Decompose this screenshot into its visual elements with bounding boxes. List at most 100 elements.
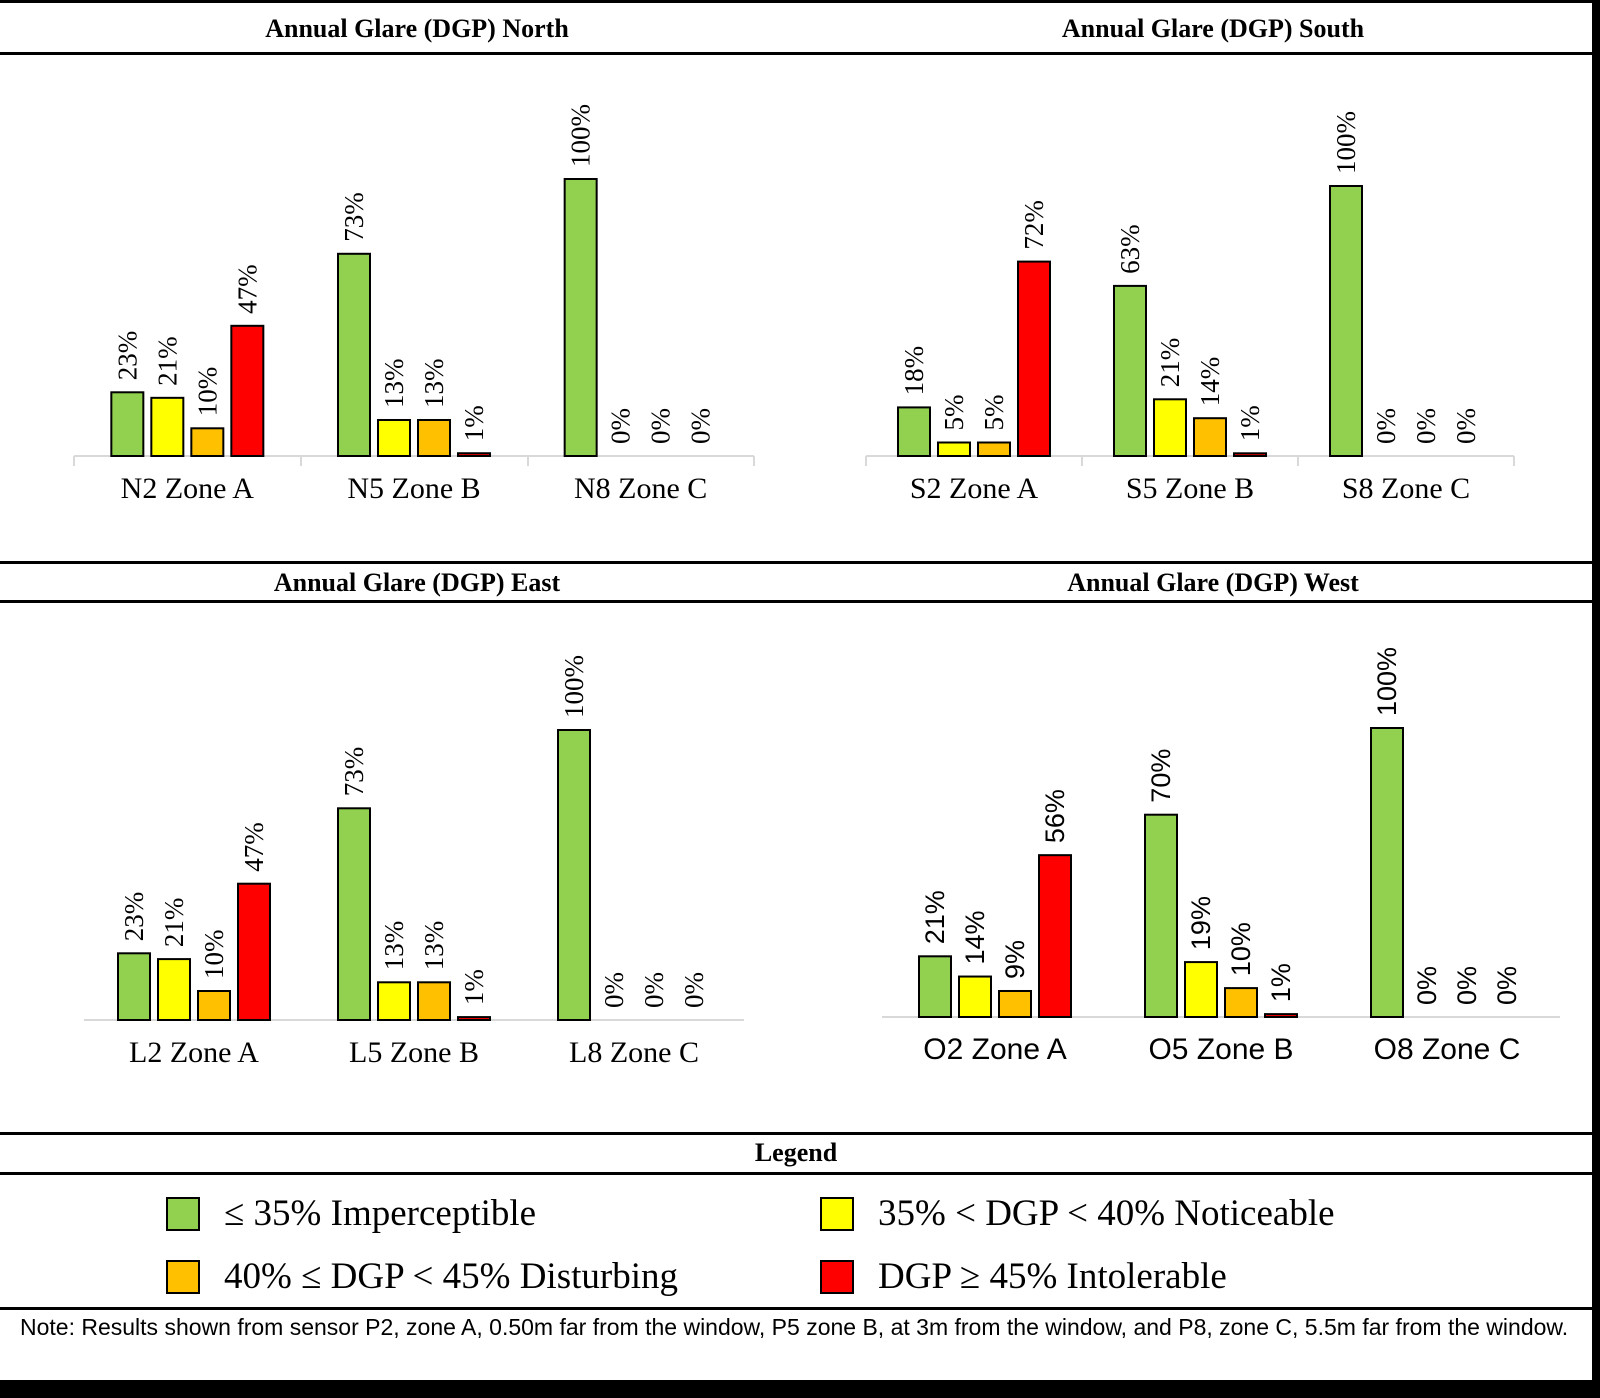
- data-label: 73%: [339, 192, 369, 242]
- legend-label: DGP ≥ 45% Intolerable: [878, 1256, 1227, 1297]
- data-label: 0%: [646, 408, 676, 444]
- bar: [897, 406, 931, 457]
- x-tick-label: S5 Zone B: [1126, 472, 1254, 505]
- data-label: 5%: [979, 395, 1009, 431]
- x-tick-label: S2 Zone A: [910, 472, 1039, 505]
- chart-title-east: Annual Glare (DGP) East: [273, 568, 561, 597]
- bar: [337, 252, 371, 457]
- legend-title: Legend: [754, 1138, 838, 1167]
- divider: [0, 1132, 1600, 1135]
- top-border: [0, 0, 1600, 3]
- bar: [1329, 185, 1363, 457]
- bar: [1193, 417, 1227, 458]
- x-tick-label: O8 Zone C: [1374, 1033, 1521, 1066]
- data-label: 0%: [1411, 408, 1441, 444]
- data-label: 10%: [199, 930, 229, 980]
- legend-item-noticeable: 35% < DGP < 40% Noticeable: [820, 1192, 1335, 1235]
- x-tick-label: L2 Zone A: [129, 1036, 259, 1069]
- x-tick-label: L5 Zone B: [349, 1036, 479, 1069]
- bar: [1370, 727, 1404, 1018]
- legend-label: ≤ 35% Imperceptible: [224, 1193, 537, 1234]
- bar: [1264, 1013, 1298, 1018]
- data-label: 0%: [1451, 408, 1481, 444]
- right-border: [1592, 0, 1600, 1398]
- data-label: 1%: [459, 969, 489, 1005]
- divider: [0, 600, 1600, 603]
- x-tick-label: N8 Zone C: [574, 472, 707, 505]
- data-label: 0%: [679, 972, 709, 1008]
- x-tick-label: S8 Zone C: [1342, 472, 1470, 505]
- bar: [337, 807, 371, 1021]
- bottom-border: [0, 1380, 1600, 1398]
- bar: [977, 441, 1011, 457]
- legend-label: 40% ≤ DGP < 45% Disturbing: [224, 1256, 678, 1297]
- data-label: 0%: [1371, 408, 1401, 444]
- data-label: 5%: [939, 395, 969, 431]
- legend-item-imperceptible: ≤ 35% Imperceptible: [166, 1192, 536, 1235]
- data-label: 18%: [899, 346, 929, 396]
- data-label: 1%: [1235, 405, 1265, 441]
- data-label: 1%: [1266, 963, 1296, 1002]
- divider: [0, 1172, 1600, 1175]
- data-label: 13%: [419, 358, 449, 408]
- bar: [237, 882, 271, 1022]
- legend-swatch-green: [166, 1196, 200, 1231]
- data-label: 19%: [1186, 896, 1216, 950]
- data-label: 0%: [1492, 966, 1522, 1005]
- legend-swatch-red: [820, 1259, 854, 1294]
- legend-swatch-orange: [166, 1259, 200, 1294]
- data-label: 0%: [1452, 966, 1482, 1005]
- data-label: 47%: [232, 264, 262, 314]
- bar: [998, 989, 1032, 1018]
- bar: [937, 441, 971, 457]
- bar: [918, 955, 952, 1018]
- data-label: 56%: [1040, 789, 1070, 843]
- footnote: Note: Results shown from sensor P2, zone…: [20, 1314, 1569, 1340]
- divider: [0, 52, 1600, 55]
- bar: [1144, 813, 1178, 1018]
- chart-west: 21% 14% 9% 56% O2 Zone A 70% 19% 10% 1% O5 Zone B…: [882, 647, 1560, 1066]
- data-label: 100%: [1331, 111, 1361, 174]
- chart-east: 23% 21% 10% 47% L2 Zone A 73% 13% 13% 1% L5 Zone …: [84, 655, 744, 1069]
- data-label: 47%: [239, 822, 269, 872]
- bar: [417, 981, 451, 1021]
- data-label: 0%: [1412, 966, 1442, 1005]
- data-label: 10%: [1226, 922, 1256, 976]
- data-label: 73%: [339, 747, 369, 797]
- chart-title-south: Annual Glare (DGP) South: [1061, 14, 1365, 43]
- x-tick-label: O2 Zone A: [923, 1033, 1066, 1066]
- data-label: 14%: [960, 910, 990, 964]
- data-label: 100%: [559, 655, 589, 718]
- data-label: 13%: [379, 358, 409, 408]
- bar: [1113, 284, 1147, 457]
- data-label: 23%: [112, 331, 142, 381]
- bar: [190, 427, 225, 457]
- data-label: 13%: [419, 921, 449, 971]
- bar: [958, 975, 992, 1019]
- bar: [157, 958, 191, 1022]
- chart-title-north: Annual Glare (DGP) North: [265, 14, 569, 43]
- bar: [1153, 398, 1187, 457]
- chart-title-west: Annual Glare (DGP) West: [1067, 568, 1359, 597]
- bar: [377, 981, 411, 1021]
- data-label: 21%: [920, 890, 950, 944]
- bar: [230, 324, 265, 457]
- x-tick-label: N2 Zone A: [121, 472, 255, 505]
- bar: [417, 418, 451, 457]
- chart-north: 23% 21% 10% 47% N2 Zone A 73% 13% 13% 1% N5 Zone …: [73, 104, 755, 505]
- data-label: 10%: [192, 367, 222, 417]
- bar: [1184, 961, 1218, 1018]
- legend-item-intolerable: DGP ≥ 45% Intolerable: [820, 1255, 1227, 1298]
- divider: [0, 1307, 1600, 1310]
- data-label: 21%: [159, 898, 189, 948]
- data-label: 100%: [566, 104, 596, 167]
- bar: [1224, 987, 1258, 1019]
- bar: [457, 452, 491, 458]
- x-tick-label: N5 Zone B: [347, 472, 480, 505]
- data-label: 23%: [119, 892, 149, 942]
- data-label: 0%: [606, 408, 636, 444]
- bar: [457, 1016, 491, 1022]
- data-label: 0%: [599, 972, 629, 1008]
- legend-swatch-yellow: [820, 1196, 854, 1231]
